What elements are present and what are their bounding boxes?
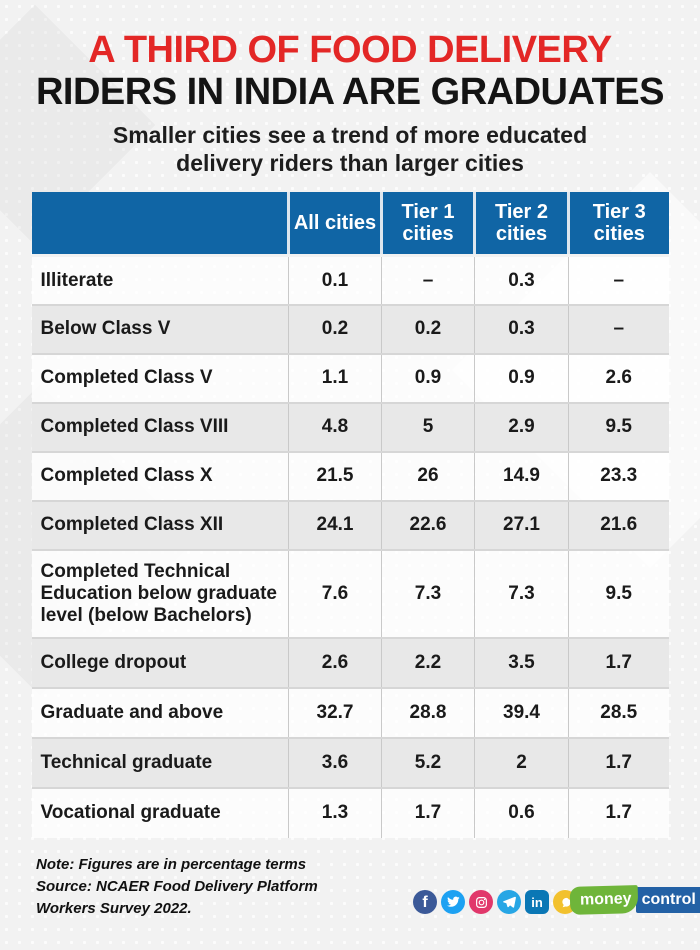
value-cell: 1.3 — [288, 786, 382, 838]
header-empty-cell — [31, 191, 289, 258]
table-header-row: All cities Tier 1 cities Tier 2 cities T… — [31, 191, 669, 258]
value-cell: 2.9 — [474, 401, 569, 452]
row-label: Completed Class V — [31, 352, 289, 403]
value-cell: 1.7 — [568, 636, 669, 688]
value-cell: 21.6 — [568, 499, 669, 550]
title-line-2: RIDERS IN INDIA ARE GRADUATES — [35, 70, 665, 113]
value-cell: 7.3 — [381, 548, 475, 638]
value-cell: 27.1 — [474, 499, 569, 550]
value-cell: – — [568, 303, 669, 354]
value-cell: 0.3 — [474, 255, 569, 305]
twitter-icon[interactable] — [441, 890, 465, 914]
facebook-icon[interactable]: f — [413, 890, 437, 914]
row-label: Technical graduate — [31, 736, 289, 788]
value-cell: 7.6 — [288, 548, 382, 638]
value-cell: 3.6 — [288, 736, 382, 788]
value-cell: 0.6 — [474, 786, 569, 838]
value-cell: 2.2 — [381, 636, 475, 688]
value-cell: 0.1 — [288, 255, 382, 305]
value-cell: – — [381, 255, 475, 305]
row-label: Below Class V — [31, 303, 289, 354]
value-cell: 39.4 — [474, 686, 569, 738]
source-text-line-1: Source: NCAER Food Delivery Platform — [36, 877, 318, 895]
table-row: Completed Class X 21.5 26 14.9 23.3 — [31, 450, 669, 501]
subtitle-line-2: delivery riders than larger cities — [176, 149, 524, 176]
table-row: College dropout 2.6 2.2 3.5 1.7 — [31, 636, 669, 688]
row-label: Completed Class VIII — [31, 401, 289, 452]
value-cell: 4.8 — [288, 401, 382, 452]
subtitle-line-1: Smaller cities see a trend of more educa… — [112, 121, 588, 148]
value-cell: 24.1 — [288, 499, 382, 550]
note-block: Note: Figures are in percentage terms So… — [36, 854, 318, 919]
value-cell: 5 — [381, 401, 475, 452]
row-label: Completed Class X — [31, 450, 289, 501]
value-cell: – — [568, 255, 669, 305]
value-cell: 21.5 — [288, 450, 382, 501]
education-level-table: All cities Tier 1 cities Tier 2 cities T… — [31, 191, 669, 838]
row-label: Illiterate — [40, 269, 114, 291]
subtitle: Smaller cities see a trend of more educa… — [0, 121, 700, 177]
value-cell: 23.3 — [568, 450, 669, 501]
table-row: Technical graduate 3.6 5.2 2 1.7 — [31, 736, 669, 788]
value-cell: 1.1 — [288, 352, 382, 403]
value-cell: 9.5 — [568, 401, 669, 452]
page-title: A THIRD OF FOOD DELIVERY RIDERS IN INDIA… — [0, 29, 700, 114]
table-row: Completed Class XII 24.1 22.6 27.1 21.6 — [31, 499, 669, 550]
footer: Note: Figures are in percentage terms So… — [0, 846, 700, 936]
linkedin-in-glyph: in — [531, 894, 543, 910]
table-row: Completed Class V 1.1 0.9 0.9 2.6 — [31, 352, 669, 403]
moneycontrol-logo-control: control — [635, 887, 700, 913]
value-cell: 1.7 — [381, 786, 475, 838]
value-cell: 28.5 — [568, 686, 669, 738]
value-cell: 7.3 — [474, 548, 569, 638]
value-cell: 14.9 — [474, 450, 569, 501]
value-cell: 0.9 — [474, 352, 569, 403]
value-cell: 0.9 — [381, 352, 475, 403]
value-cell: 0.2 — [288, 303, 382, 354]
linkedin-icon[interactable]: in — [525, 890, 549, 914]
value-cell: 32.7 — [288, 686, 382, 738]
moneycontrol-logo: money control — [569, 885, 700, 915]
moneycontrol-logo-money: money — [569, 885, 638, 915]
social-icons: f in — [413, 890, 581, 914]
title-line-1: A THIRD OF FOOD DELIVERY — [88, 29, 612, 71]
table-row: Vocational graduate 1.3 1.7 0.6 1.7 — [31, 786, 669, 838]
row-label: Graduate and above — [31, 686, 289, 738]
row-label: Completed Technical Education below grad… — [31, 548, 289, 638]
source-text-line-2: Workers Survey 2022. — [36, 899, 192, 917]
row-label: College dropout — [31, 636, 289, 688]
row-label: Completed Class XII — [31, 499, 289, 550]
value-cell: 22.6 — [381, 499, 475, 550]
value-cell: 2.6 — [288, 636, 382, 688]
value-cell: 2 — [474, 736, 569, 788]
value-cell: 0.2 — [381, 303, 475, 354]
value-cell: 0.3 — [474, 303, 569, 354]
value-cell: 9.5 — [568, 548, 669, 638]
telegram-icon[interactable] — [497, 890, 521, 914]
value-cell: 1.7 — [568, 786, 669, 838]
value-cell: 5.2 — [381, 736, 475, 788]
value-cell: 1.7 — [568, 736, 669, 788]
value-cell: 2.6 — [568, 352, 669, 403]
table-row: Completed Class VIII 4.8 5 2.9 9.5 — [31, 401, 669, 452]
instagram-icon[interactable] — [469, 890, 493, 914]
table-row: Graduate and above 32.7 28.8 39.4 28.5 — [31, 686, 669, 738]
note-text: Note: Figures are in percentage terms — [36, 856, 307, 873]
table-row: Completed Technical Education below grad… — [31, 548, 669, 638]
table-row: Below Class V 0.2 0.2 0.3 – — [31, 303, 669, 354]
header-all-cities: All cities — [287, 191, 382, 258]
header-tier1-cities: Tier 1 cities — [380, 191, 475, 258]
row-label: Vocational graduate — [31, 786, 289, 838]
header: A THIRD OF FOOD DELIVERY RIDERS IN INDIA… — [0, 0, 700, 177]
header-tier3-cities: Tier 3 cities — [567, 191, 669, 258]
header-tier2-cities: Tier 2 cities — [473, 191, 569, 258]
value-cell: 26 — [381, 450, 475, 501]
value-cell: 3.5 — [474, 636, 569, 688]
table-row: Illiterate 0.1 – 0.3 – — [31, 255, 669, 305]
value-cell: 28.8 — [381, 686, 475, 738]
facebook-f-glyph: f — [422, 894, 428, 911]
